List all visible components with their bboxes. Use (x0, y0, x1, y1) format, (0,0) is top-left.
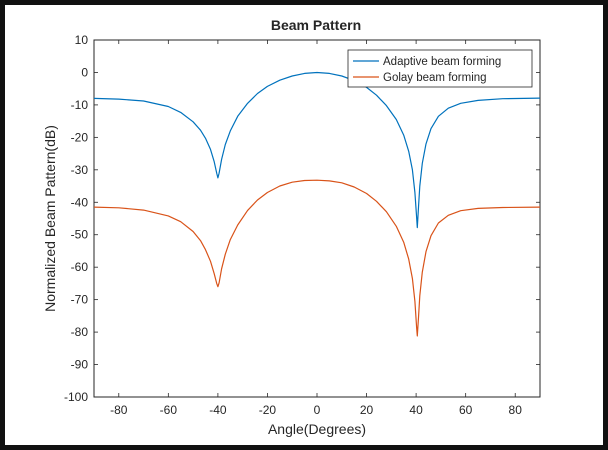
x-tick-label: 40 (409, 403, 423, 417)
y-tick-label: -70 (71, 293, 89, 307)
y-tick-label: -30 (71, 163, 89, 177)
y-tick-label: -50 (71, 228, 89, 242)
y-tick-label: -90 (71, 358, 89, 372)
x-axis-label: Angle(Degrees) (268, 421, 366, 437)
y-tick-label: 0 (81, 65, 88, 79)
x-tick-label: -60 (160, 403, 178, 417)
y-tick-label: 10 (75, 33, 89, 47)
y-tick-label: -20 (71, 130, 89, 144)
legend-label-adaptive: Adaptive beam forming (383, 56, 501, 68)
y-tick-label: -100 (64, 390, 88, 404)
x-tick-label: 80 (509, 403, 523, 417)
axis-ticks: -80 -60 -40 -20 0 20 40 60 80100-10-20-30-40-50-… (64, 33, 540, 417)
x-tick-label: -20 (259, 403, 277, 417)
y-tick-label: -40 (71, 195, 89, 209)
chart-title: Beam Pattern (271, 17, 361, 33)
x-tick-label: 60 (459, 403, 473, 417)
legend-box (347, 49, 533, 88)
series-line-golay (93, 179, 541, 337)
y-tick-label: -80 (71, 325, 89, 339)
x-tick-label: -80 (110, 403, 128, 417)
y-tick-label: -60 (71, 260, 89, 274)
y-axis-label: Normalized Beam Pattern(dB) (42, 125, 58, 312)
plot-area (93, 39, 541, 398)
x-tick-label: -40 (209, 403, 227, 417)
legend: Adaptive beam forming Golay beam forming (347, 49, 533, 88)
legend-label-golay: Golay beam forming (383, 72, 487, 84)
y-tick-label: -10 (71, 98, 89, 112)
series-line-adaptive (93, 71, 541, 229)
x-tick-label: 0 (314, 403, 321, 417)
series-lines (93, 71, 541, 337)
x-tick-label: 20 (360, 403, 374, 417)
